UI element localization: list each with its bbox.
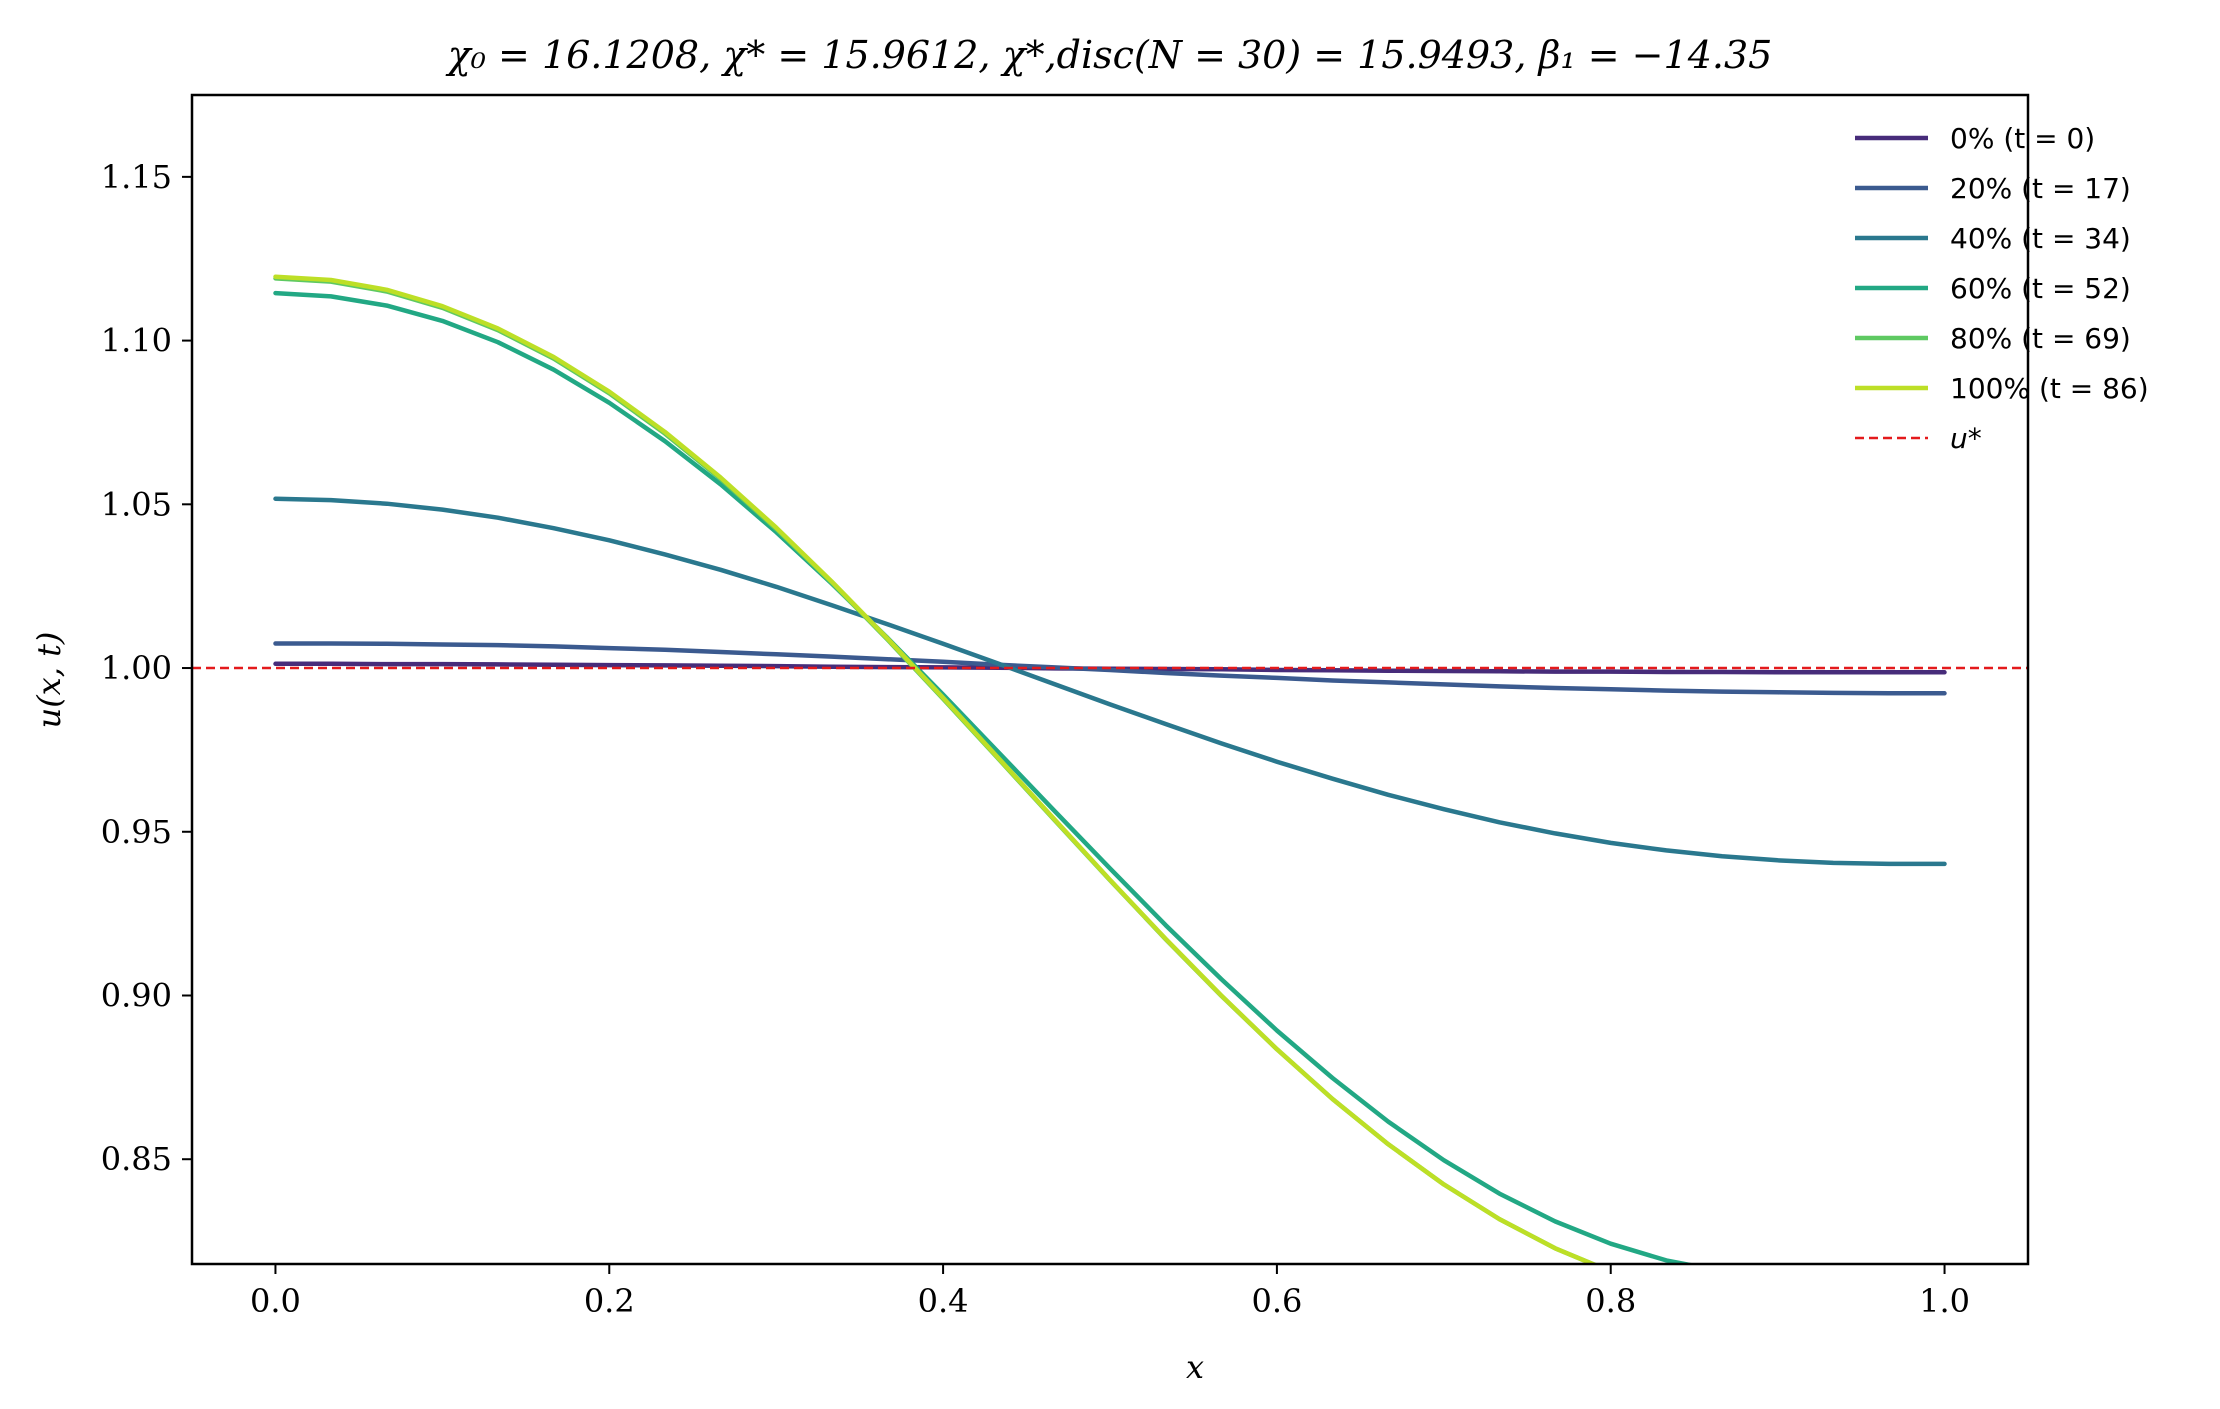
series-line-5	[273, 274, 1599, 1264]
x-tick-label: 0.2	[584, 1282, 635, 1320]
y-axis-ticks: 0.85 0.90 0.95 1.00 1.05 1.10 1.15	[101, 158, 192, 1178]
x-tick-label: 0.4	[918, 1282, 969, 1320]
legend-label-reference: u*	[1950, 422, 1982, 455]
y-tick-label: 1.15	[101, 158, 172, 196]
y-axis-label: u(x, t)	[30, 632, 68, 729]
y-tick-label: 1.10	[101, 322, 172, 360]
legend-label-2: 40% (t = 34)	[1950, 222, 2131, 255]
series-layer	[273, 274, 1947, 1264]
x-axis-label: x	[1186, 1348, 1204, 1386]
y-tick-label: 0.85	[101, 1140, 172, 1178]
x-tick-label: 1.0	[1919, 1282, 1970, 1320]
x-axis-ticks: 0.0 0.2 0.4 0.6 0.8 1.0	[250, 1264, 1970, 1320]
series-line-1	[273, 641, 1947, 696]
y-tick-label: 1.00	[101, 649, 172, 687]
legend: 0% (t = 0) 20% (t = 17) 40% (t = 34) 60% (t…	[1855, 122, 2149, 455]
legend-label-4: 80% (t = 69)	[1950, 322, 2131, 355]
legend-label-5: 100% (t = 86)	[1950, 372, 2149, 405]
legend-label-1: 20% (t = 17)	[1950, 172, 2131, 205]
series-line-4	[273, 276, 1599, 1264]
legend-label-0: 0% (t = 0)	[1950, 122, 2095, 155]
legend-label-3: 60% (t = 52)	[1950, 272, 2131, 305]
x-tick-label: 0.8	[1585, 1282, 1636, 1320]
y-tick-label: 0.90	[101, 976, 172, 1014]
x-tick-label: 0.6	[1251, 1282, 1302, 1320]
chart-title: χ₀ = 16.1208, χ* = 15.9612, χ*,disc(N = …	[445, 33, 1773, 77]
y-tick-label: 0.95	[101, 813, 172, 851]
plot-frame	[190, 93, 2030, 1266]
x-tick-label: 0.0	[250, 1282, 301, 1320]
y-tick-label: 1.05	[101, 485, 172, 523]
series-line-3	[273, 290, 1697, 1264]
series-line-2	[273, 496, 1947, 867]
